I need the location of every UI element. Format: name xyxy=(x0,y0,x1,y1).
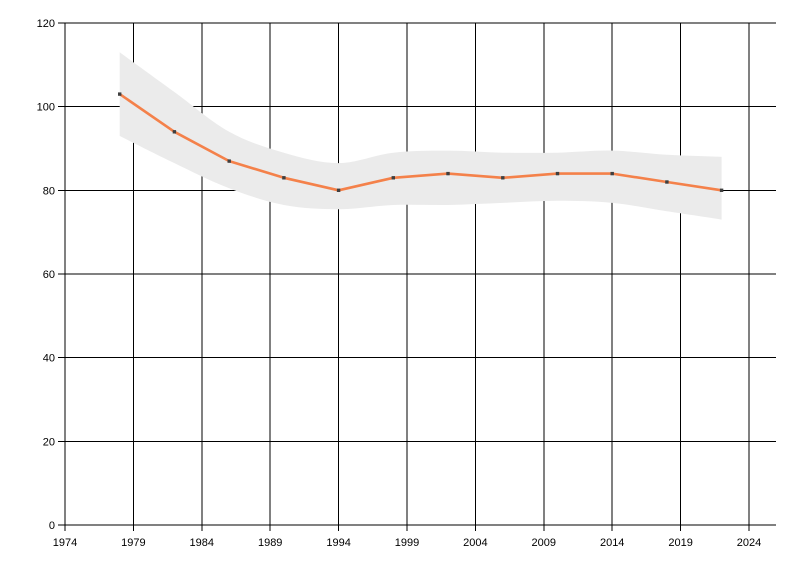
x-axis-tick-label: 1979 xyxy=(121,537,145,549)
x-axis-tick-label: 2024 xyxy=(737,537,761,549)
data-point-marker xyxy=(501,176,505,180)
x-axis-tick-label: 1974 xyxy=(53,537,77,549)
y-axis-tick-label: 0 xyxy=(49,520,55,532)
series-line xyxy=(118,92,723,192)
x-axis-tick-label: 2014 xyxy=(600,537,624,549)
data-point-marker xyxy=(610,171,614,176)
x-axis-tick-label: 1989 xyxy=(258,537,282,549)
x-axis-tick-label: 1994 xyxy=(326,537,350,549)
y-axis-tick-label: 120 xyxy=(37,18,55,30)
x-axis-tick-label: 1984 xyxy=(190,537,214,549)
y-axis-tick-label: 100 xyxy=(37,102,55,114)
data-point-marker xyxy=(665,180,669,184)
data-point-marker xyxy=(282,176,286,180)
x-axis-tick-label: 1999 xyxy=(395,537,419,549)
x-axis-tick-label: 2009 xyxy=(532,537,556,549)
data-point-marker xyxy=(227,159,231,163)
data-point-marker xyxy=(172,130,177,134)
x-axis-tick-label: 2019 xyxy=(668,537,692,549)
data-point-marker xyxy=(555,171,560,176)
data-point-marker xyxy=(446,171,450,176)
y-axis-tick-label: 80 xyxy=(43,185,55,197)
confidence-band xyxy=(119,52,722,220)
data-point-marker xyxy=(391,176,395,180)
x-axis-tick-label: 2004 xyxy=(463,537,487,549)
y-axis-tick-label: 40 xyxy=(43,353,55,365)
data-point-marker xyxy=(719,188,724,192)
data-point-marker xyxy=(118,92,122,96)
y-axis-tick-label: 20 xyxy=(43,436,55,448)
y-axis-tick-label: 60 xyxy=(43,269,55,281)
data-point-marker xyxy=(336,188,341,192)
